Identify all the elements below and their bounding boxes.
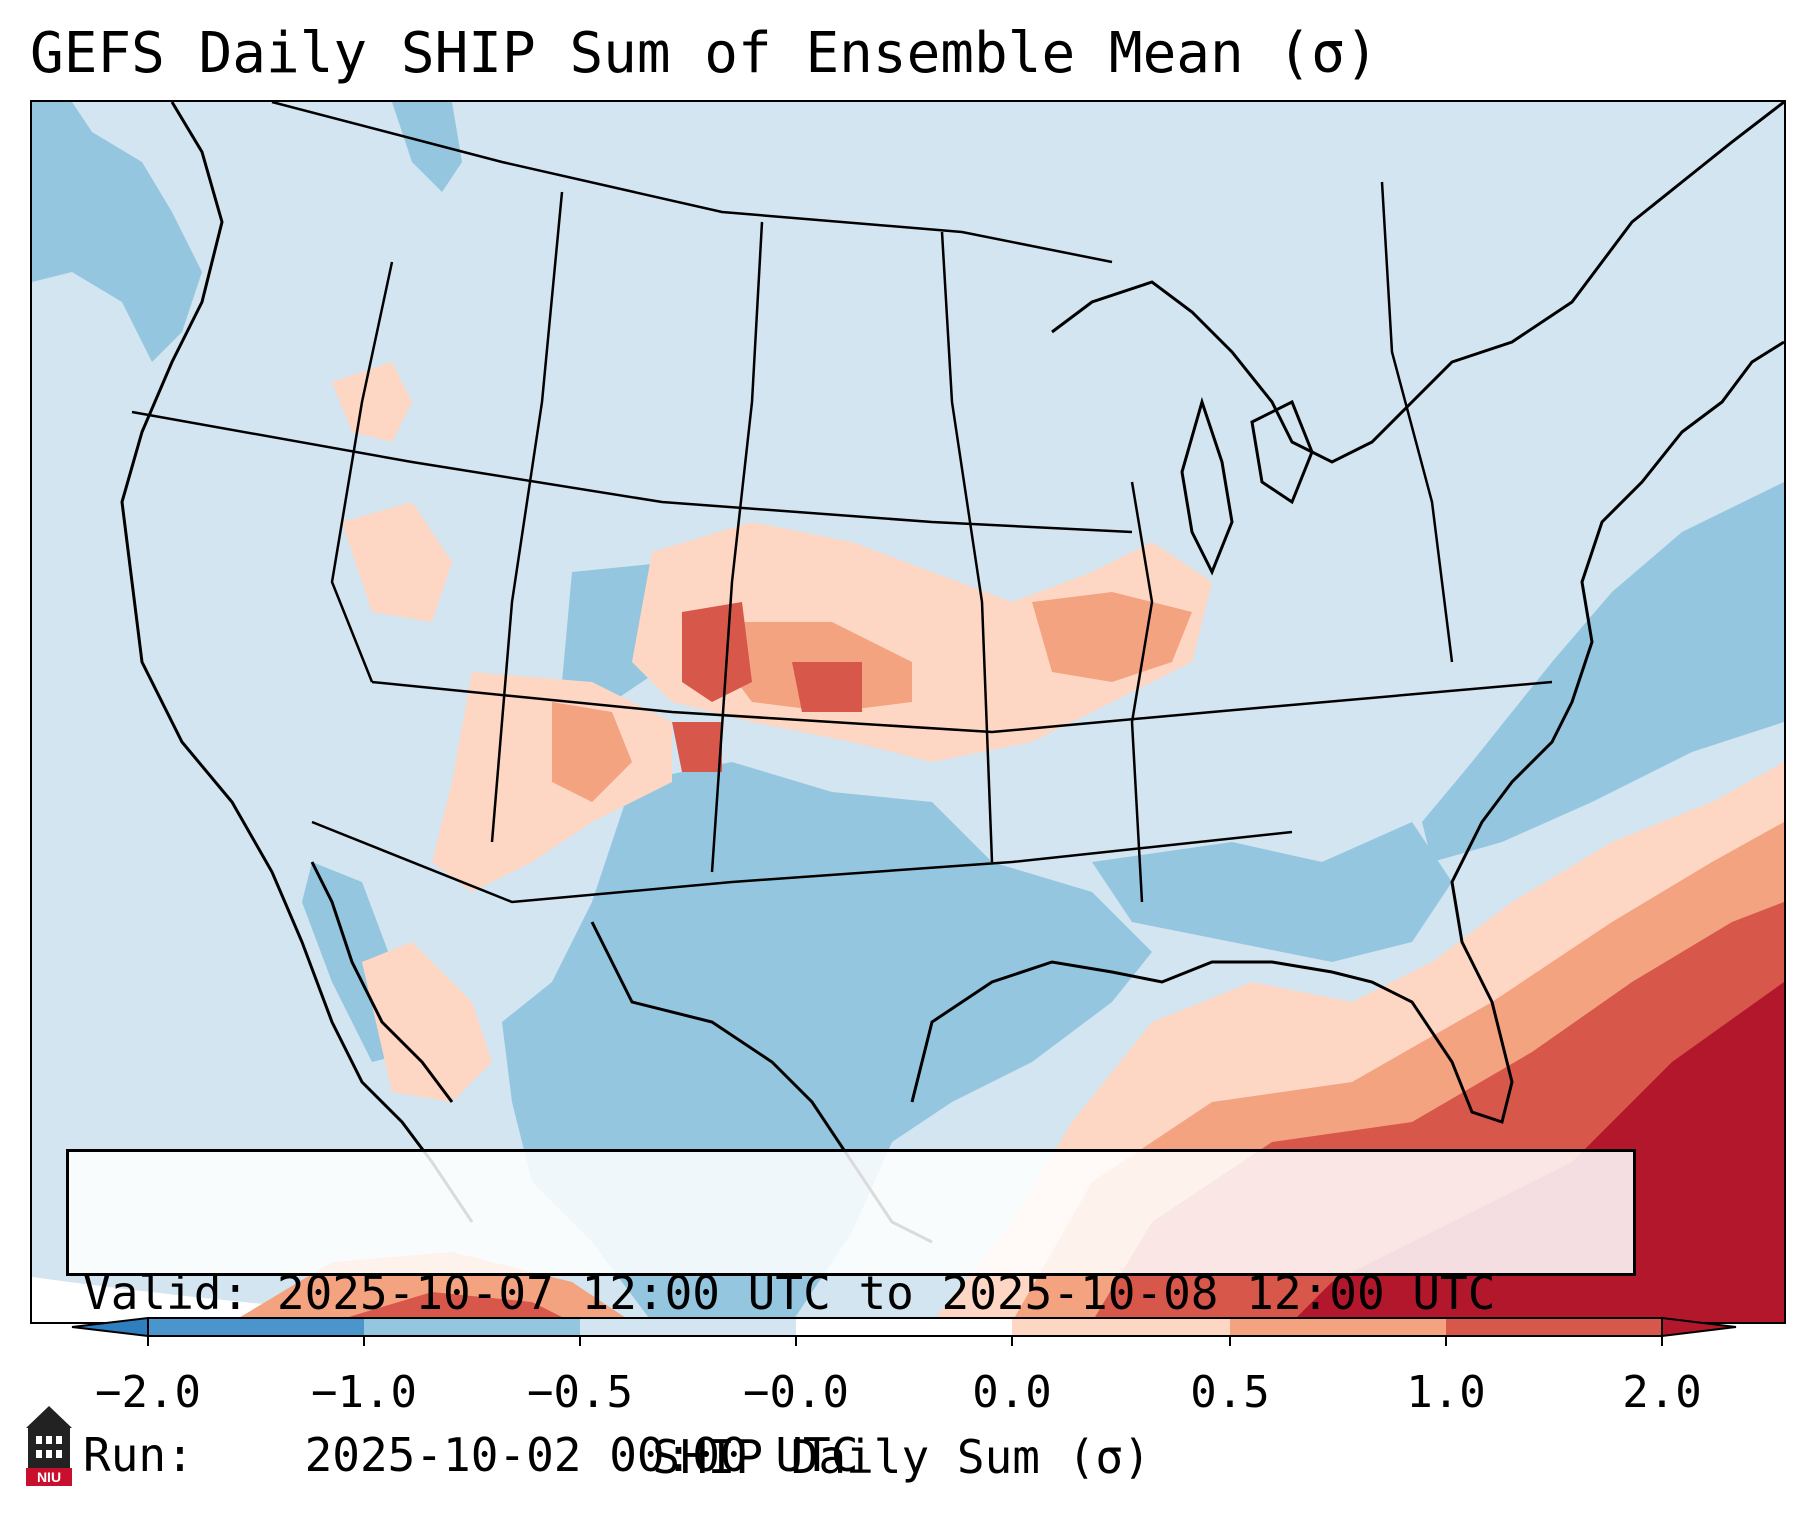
field-nw-ocean-blue: [32, 102, 202, 362]
field-caribbean-darkred: [1292, 982, 1784, 1322]
svg-text:NIU: NIU: [37, 1469, 61, 1485]
field-illinois-orange: [1032, 592, 1192, 682]
field-nm-red: [672, 722, 722, 772]
boundary-west-1: [330, 261, 394, 683]
boundary-north: [131, 410, 1133, 534]
boundary-central-1: [710, 221, 764, 873]
run-label: Run:: [83, 1428, 194, 1482]
projection-edge-left: [32, 1277, 498, 1322]
field-mexico-warm: [362, 942, 492, 1102]
field-bc-blue: [392, 102, 462, 192]
canada-border: [271, 102, 1113, 264]
field-colorado-red: [682, 602, 752, 702]
boundary-layer: [131, 102, 1553, 904]
lake-michigan: [1180, 396, 1234, 576]
boundary-east-2: [1380, 181, 1454, 663]
niu-logo: NIU: [26, 1406, 72, 1486]
map-title: GEFS Daily SHIP Sum of Ensemble Mean (σ): [30, 21, 1379, 86]
valid-run-info-box: Valid: 2025-10-07 12:00 UTC to 2025-10-0…: [66, 1149, 1636, 1482]
gulf-atlantic-coastline: [910, 340, 1784, 1124]
colorbar-tick-label: −2.0: [95, 1367, 201, 1418]
baja-coastline: [310, 861, 454, 1103]
colorbar-tick-label: 0.0: [972, 1367, 1052, 1418]
colorbar-tick-label: −1.0: [311, 1367, 417, 1418]
pacific-coastline: [120, 102, 474, 1223]
field-nm-orange: [552, 702, 632, 802]
field-southeast-blue: [1092, 822, 1452, 962]
colorbar-label: SHIP Daily Sum (σ): [652, 1430, 1151, 1484]
colorbar-tick-label: 2.0: [1622, 1367, 1702, 1418]
boundary-central-2: [940, 231, 994, 863]
valid-value: 2025-10-07 12:00 UTC to 2025-10-08 12:00…: [276, 1266, 1496, 1320]
map-panel: [30, 100, 1786, 1324]
valid-label: Valid:: [83, 1266, 250, 1320]
run-value: 2025-10-02 00:00 UTC: [304, 1428, 859, 1482]
field-idaho-warm: [332, 362, 412, 442]
field-utah-warm: [342, 502, 452, 622]
map-canvas: [32, 102, 1784, 1322]
field-kansas-red: [792, 662, 862, 712]
colorbar-tick-label: −0.5: [527, 1367, 633, 1418]
colorbar-tick-label: 0.5: [1190, 1367, 1270, 1418]
colorbar-tick-label: −0.0: [743, 1367, 849, 1418]
boundary-south: [311, 820, 1293, 904]
boundary-middle: [371, 680, 1553, 734]
colorbar-tick-label: 1.0: [1406, 1367, 1486, 1418]
boundary-west-2: [490, 191, 564, 843]
valid-line: Valid: 2025-10-07 12:00 UTC to 2025-10-0…: [83, 1266, 1619, 1320]
run-line: Run: 2025-10-02 00:00 UTC: [83, 1428, 1619, 1482]
field-atlantic-blue: [1422, 482, 1784, 862]
lake-huron: [1250, 399, 1314, 505]
boundary-east-1: [1130, 481, 1154, 903]
great-lakes-coastline: [1051, 102, 1784, 464]
field-pacific-red: [332, 1292, 572, 1322]
